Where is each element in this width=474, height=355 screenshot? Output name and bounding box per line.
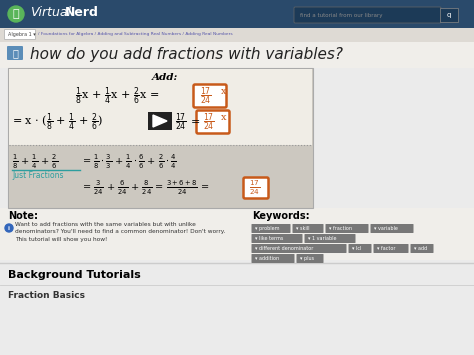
FancyBboxPatch shape xyxy=(348,244,372,253)
Text: ⎙: ⎙ xyxy=(12,48,18,58)
Text: = x $\cdot$ ($\frac{1}{8}$ + $\frac{1}{4}$ + $\frac{2}{6}$): = x $\cdot$ ($\frac{1}{8}$ + $\frac{1}{4… xyxy=(12,111,103,133)
Bar xyxy=(0,42,474,68)
FancyBboxPatch shape xyxy=(326,224,368,233)
Text: = $\frac{3}{24}$ + $\frac{6}{24}$ + $\frac{8}{24}$ = $\frac{3+6+8}{24}$ =: = $\frac{3}{24}$ + $\frac{6}{24}$ + $\fr… xyxy=(82,179,210,197)
Text: $\frac{1}{8}$ + $\frac{1}{4}$ + $\frac{2}{6}$: $\frac{1}{8}$ + $\frac{1}{4}$ + $\frac{2… xyxy=(12,153,58,171)
Polygon shape xyxy=(153,115,167,127)
Text: Just Fractions: Just Fractions xyxy=(12,170,64,180)
Circle shape xyxy=(8,6,24,22)
Text: Keywords:: Keywords: xyxy=(252,211,310,221)
Text: ▾ problem: ▾ problem xyxy=(255,226,280,231)
Bar xyxy=(0,208,474,260)
FancyBboxPatch shape xyxy=(252,244,346,253)
Text: $\frac{17}{24}$: $\frac{17}{24}$ xyxy=(203,111,215,133)
Text: This tutorial will show you how!: This tutorial will show you how! xyxy=(15,237,108,242)
FancyBboxPatch shape xyxy=(297,254,323,263)
Text: ▾ addition: ▾ addition xyxy=(255,256,279,261)
Text: Nerd: Nerd xyxy=(65,6,99,20)
FancyBboxPatch shape xyxy=(244,178,268,198)
FancyBboxPatch shape xyxy=(7,46,23,60)
FancyBboxPatch shape xyxy=(374,244,409,253)
Text: Background Tutorials: Background Tutorials xyxy=(8,270,141,280)
Text: x: x xyxy=(221,87,227,97)
Text: = $\frac{1}{8}\cdot\frac{3}{3}$ + $\frac{1}{4}\cdot\frac{6}{6}$ + $\frac{2}{6}\c: = $\frac{1}{8}\cdot\frac{3}{3}$ + $\frac… xyxy=(82,153,177,171)
Bar xyxy=(9,146,312,207)
Text: =: = xyxy=(191,117,201,127)
Circle shape xyxy=(5,224,13,232)
Bar xyxy=(148,112,172,130)
Text: $\frac{17}{24}$: $\frac{17}{24}$ xyxy=(200,85,212,107)
Text: ▾ different denominator: ▾ different denominator xyxy=(255,246,313,251)
Text: denominators? You'll need to find a common denominator! Don't worry.: denominators? You'll need to find a comm… xyxy=(15,229,225,235)
Text: Note:: Note: xyxy=(8,211,38,221)
Text: ▾ 1 variable: ▾ 1 variable xyxy=(308,236,337,241)
FancyBboxPatch shape xyxy=(304,234,356,243)
Text: ▾ factor: ▾ factor xyxy=(377,246,395,251)
FancyBboxPatch shape xyxy=(4,29,36,39)
FancyBboxPatch shape xyxy=(252,234,302,243)
Text: x: x xyxy=(221,114,227,122)
FancyBboxPatch shape xyxy=(292,224,323,233)
Bar xyxy=(9,69,312,145)
Text: $\frac{17}{24}$: $\frac{17}{24}$ xyxy=(249,179,260,197)
Text: how do you add fractions with variables?: how do you add fractions with variables? xyxy=(30,48,343,62)
Text: $\frac{17}{24}$: $\frac{17}{24}$ xyxy=(175,111,187,133)
Text: ▾ lcl: ▾ lcl xyxy=(352,246,361,251)
FancyBboxPatch shape xyxy=(294,7,441,23)
Text: Virtual: Virtual xyxy=(30,6,71,20)
Text: Algebra 1 ▾: Algebra 1 ▾ xyxy=(8,32,36,37)
Text: ▾ add: ▾ add xyxy=(414,246,427,251)
Text: ▾ variable: ▾ variable xyxy=(374,226,398,231)
Text: ▾ plus: ▾ plus xyxy=(300,256,314,261)
Text: ▾ fraction: ▾ fraction xyxy=(329,226,352,231)
Text: ⓘ: ⓘ xyxy=(13,9,19,19)
Bar xyxy=(8,68,313,208)
FancyBboxPatch shape xyxy=(410,244,434,253)
Bar xyxy=(0,0,474,28)
Text: Add:: Add: xyxy=(152,73,178,82)
FancyBboxPatch shape xyxy=(252,224,291,233)
Text: i: i xyxy=(8,225,10,230)
Bar xyxy=(440,8,458,22)
Bar xyxy=(0,28,474,42)
Text: Want to add fractions with the same variables but with unlike: Want to add fractions with the same vari… xyxy=(15,222,196,226)
FancyBboxPatch shape xyxy=(371,224,413,233)
FancyBboxPatch shape xyxy=(193,84,227,108)
Text: find a tutorial from our library: find a tutorial from our library xyxy=(300,12,383,17)
Text: Fraction Basics: Fraction Basics xyxy=(8,290,85,300)
Text: / Foundations for Algebra / Adding and Subtracting Real Numbers / Adding Real Nu: / Foundations for Algebra / Adding and S… xyxy=(38,33,233,37)
FancyBboxPatch shape xyxy=(197,110,229,133)
FancyBboxPatch shape xyxy=(252,254,294,263)
Text: ▾ like terms: ▾ like terms xyxy=(255,236,283,241)
Text: ▾ skill: ▾ skill xyxy=(296,226,310,231)
Text: $\frac{1}{8}$x + $\frac{1}{4}$x + $\frac{2}{6}$x =: $\frac{1}{8}$x + $\frac{1}{4}$x + $\frac… xyxy=(75,85,159,107)
Text: q: q xyxy=(447,12,451,18)
